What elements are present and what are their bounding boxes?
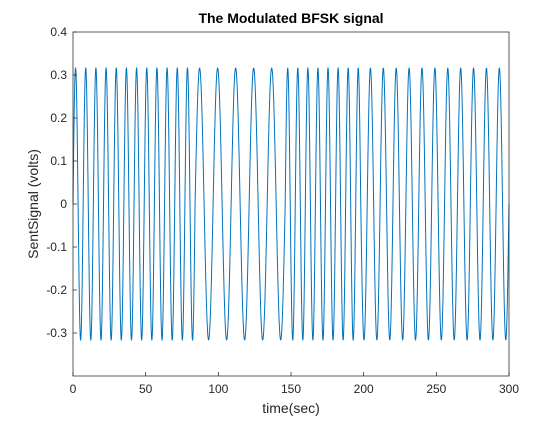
x-axis-label: time(sec) [262,400,320,416]
y-tick-label: 0.3 [50,68,67,82]
y-tick-label: -0.1 [46,240,67,254]
y-tick-label: 0 [60,197,67,211]
x-tick-label: 200 [354,382,374,396]
x-tick-label: 100 [208,382,228,396]
y-tick-label: -0.3 [46,326,67,340]
x-tick-label: 50 [139,382,153,396]
y-tick-label: -0.2 [46,283,67,297]
axis-ticks: 0 50 100 150 200 250 300 -0.3 -0.2 -0.1 0 0.1 0.2 0.3… [46,25,519,396]
chart-title: The Modulated BFSK signal [198,10,383,26]
plot-lines [72,67,510,341]
plot-area [73,32,509,376]
y-tick-label: 0.4 [50,25,67,39]
y-tick-label: 0.1 [50,154,67,168]
signal-line [72,67,510,341]
x-tick-label: 300 [499,382,519,396]
axes-box [72,31,510,377]
x-tick-label: 0 [70,382,77,396]
x-tick-label: 150 [281,382,301,396]
y-tick-label: 0.2 [50,111,67,125]
y-axis-label: SentSignal (volts) [25,149,41,259]
x-tick-label: 250 [426,382,446,396]
